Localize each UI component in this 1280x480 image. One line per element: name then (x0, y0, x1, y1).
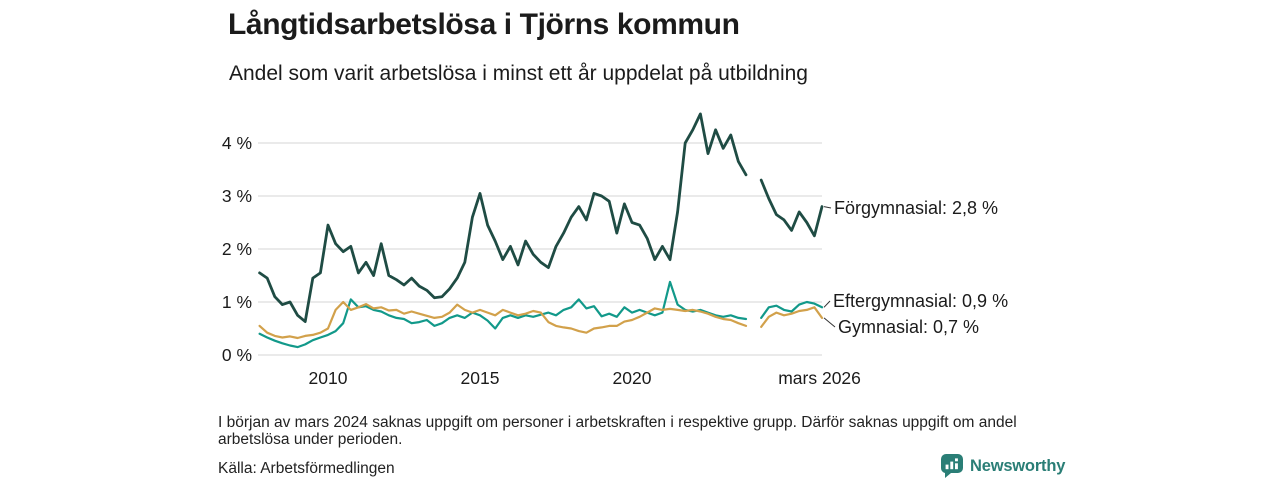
y-tick-label: 4 % (222, 133, 252, 153)
series-end-label-gymnasial: Gymnasial: 0,7 % (838, 317, 979, 337)
x-tick-label: 2020 (613, 368, 652, 388)
label-connector-gymnasial (823, 317, 836, 328)
series-line-forgymnasial (258, 112, 748, 324)
y-tick-label: 0 % (222, 345, 252, 365)
series-line-forgymnasial (759, 178, 824, 238)
newsworthy-logo: Newsworthy (941, 454, 1065, 478)
newsworthy-barchart-icon (941, 454, 963, 478)
label-connector-eftergymnasial (823, 300, 831, 308)
series-line-eftergymnasial (258, 280, 748, 349)
y-tick-label: 1 % (222, 292, 252, 312)
y-tick-label: 3 % (222, 186, 252, 206)
series-line-eftergymnasial (760, 300, 824, 319)
chart-subtitle: Andel som varit arbetslösa i minst ett å… (229, 62, 808, 85)
y-tick-label: 2 % (222, 239, 252, 259)
series-end-label-eftergymnasial: Eftergymnasial: 0,9 % (833, 291, 1008, 311)
series-line-gymnasial (258, 300, 748, 340)
series-end-label-forgymnasial: Förgymnasial: 2,8 % (834, 198, 998, 218)
source-text: Källa: Arbetsförmedlingen (218, 460, 395, 477)
brand-name: Newsworthy (970, 456, 1066, 475)
x-tick-label: 2010 (309, 368, 348, 388)
label-connector-forgymnasial (823, 206, 832, 209)
x-tick-label: 2015 (461, 368, 500, 388)
page-title: Långtidsarbetslösa i Tjörns kommun (228, 8, 740, 41)
series-line-gymnasial (760, 306, 824, 328)
x-tick-label: mars 2026 (778, 368, 861, 388)
chart-footnote: I början av mars 2024 saknas uppgift om … (218, 414, 1017, 448)
